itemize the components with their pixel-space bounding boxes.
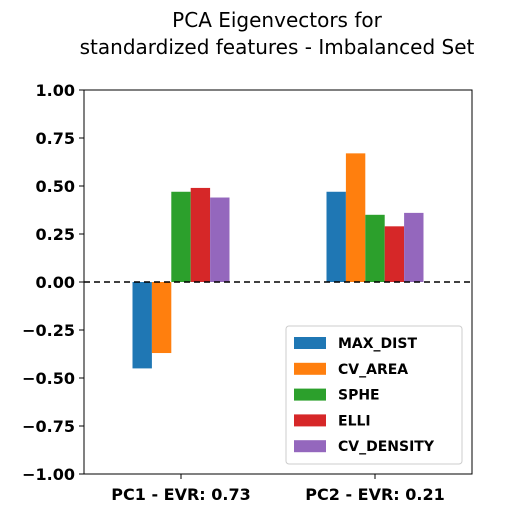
x-tick-label: PC1 - EVR: 0.73 — [111, 485, 250, 504]
legend-label: CV_AREA — [338, 362, 408, 378]
bars-group — [132, 153, 424, 369]
bar-sphe-1 — [171, 191, 191, 282]
bar-cv-density-1 — [210, 197, 230, 282]
y-tick-label: 0.25 — [36, 225, 75, 244]
chart-title-line-2: standardized features - Imbalanced Set — [80, 35, 475, 59]
legend-swatch — [294, 337, 326, 349]
y-tick-label: 1.00 — [36, 81, 75, 100]
legend-swatch — [294, 362, 326, 375]
y-tick-label: 0.75 — [36, 129, 75, 148]
legend-box — [285, 325, 463, 465]
y-tick-label: −0.50 — [22, 369, 75, 388]
x-axis: PC1 - EVR: 0.73 PC2 - EVR: 0.21 — [111, 474, 445, 504]
bar-cv-density-2 — [404, 212, 424, 282]
legend-swatch — [294, 388, 326, 401]
legend-label: SPHE — [338, 388, 380, 404]
y-axis: −1.00 −0.75 −0.50 −0.25 0.00 0.25 0.50 0.75 1.00 — [22, 81, 84, 484]
legend-label: ELLI — [338, 413, 371, 429]
bar-max-dist-2 — [326, 191, 346, 282]
y-tick-label: 0.00 — [36, 273, 75, 292]
x-tick-label: PC2 - EVR: 0.21 — [305, 485, 444, 504]
bar-elli-2 — [384, 226, 405, 282]
bar-cv-area-2 — [345, 153, 366, 282]
legend-label: MAX_DIST — [338, 336, 417, 352]
plot-frame — [83, 89, 473, 475]
bar-elli-1 — [190, 187, 211, 282]
y-tick-label: −1.00 — [22, 465, 75, 484]
legend-swatch — [294, 440, 326, 453]
bar-cv-area-1 — [151, 282, 172, 354]
legend-label: CV_DENSITY — [338, 439, 435, 455]
bar-sphe-2 — [365, 214, 385, 282]
legend: MAX_DIST CV_AREA SPHE ELLI CV_DENSITY — [285, 325, 463, 465]
y-tick-label: −0.75 — [22, 417, 75, 436]
y-tick-label: 0.50 — [36, 177, 75, 196]
y-tick-label: −0.25 — [22, 321, 75, 340]
chart-title-line-1: PCA Eigenvectors for — [172, 8, 382, 32]
legend-swatch — [294, 414, 326, 427]
bar-max-dist-1 — [132, 282, 152, 369]
